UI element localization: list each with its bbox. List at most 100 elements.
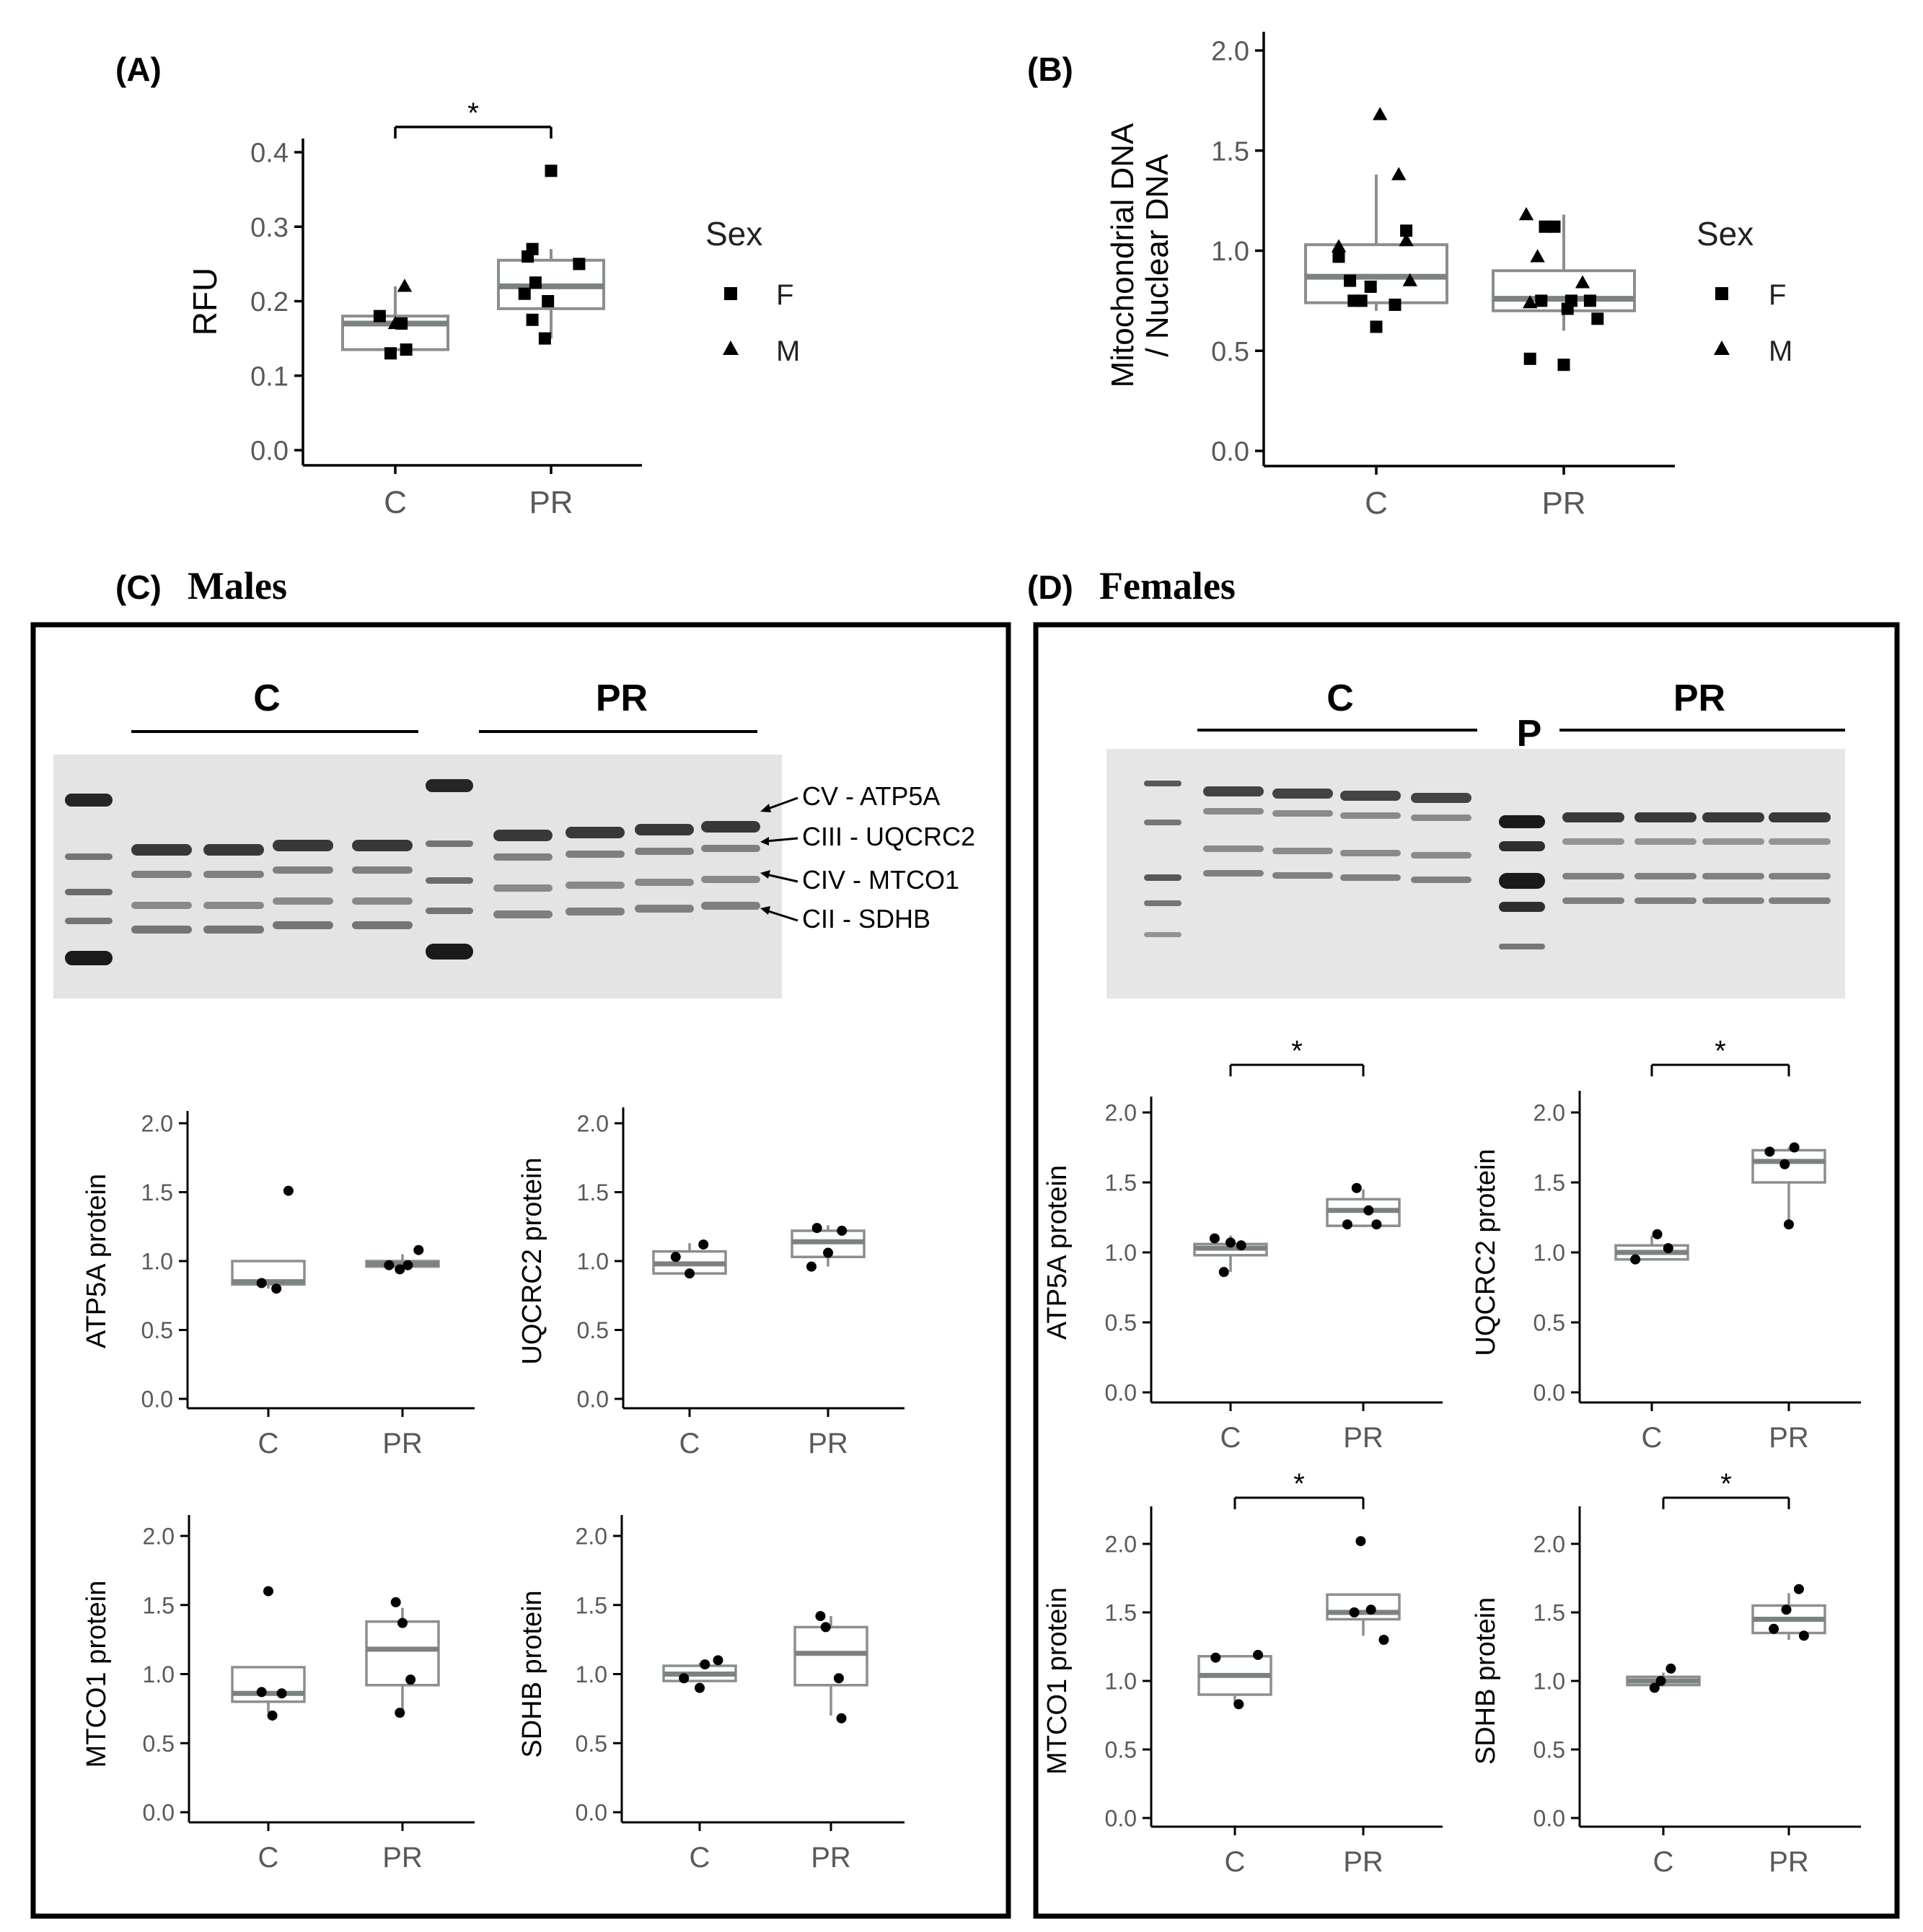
blot-females-ladder-left-band-4 xyxy=(1144,932,1181,937)
chart-c-mtco1-box-PR xyxy=(365,1620,440,1687)
chart-c-sdhb-xtick-label-1: PR xyxy=(811,1842,851,1874)
chart-b-point-14 xyxy=(1535,294,1548,307)
blot-males-ladder-left-band-3 xyxy=(65,918,113,924)
chart-d-mtco1-xtick-label-1: PR xyxy=(1343,1846,1383,1878)
chart-a-point-4 xyxy=(387,315,403,330)
chart-c-atp5a-ytick-label-1: 0.5 xyxy=(141,1317,173,1343)
chart-d-sdhb-ytick-label-3: 1.5 xyxy=(1533,1600,1565,1626)
chart-c-mtco1-point-4 xyxy=(390,1597,401,1607)
chart-d-atp5a-point-1 xyxy=(1225,1237,1236,1248)
blot-females-c-lane-2-band-1 xyxy=(1340,812,1401,819)
chart-b-point-12 xyxy=(1373,107,1388,120)
chart-c-sdhb-point-7 xyxy=(836,1713,847,1724)
chart-c-mtco1-xtick-label-1: PR xyxy=(382,1842,423,1874)
chart-d-atp5a-sig-star: * xyxy=(1291,1035,1303,1067)
chart-c-uqcrc2-xtick-label-1: PR xyxy=(808,1428,848,1459)
chart-c-sdhb-point-5 xyxy=(820,1622,831,1633)
chart-a-point-0 xyxy=(373,309,386,322)
blot-males-c-lane-3-band-2 xyxy=(352,897,413,905)
legend-b-title: Sex xyxy=(1697,215,1753,253)
chart-d-uqcrc2-xtick-label-0: C xyxy=(1642,1422,1663,1454)
chart-a-point-10 xyxy=(526,313,539,326)
chart-males-sdhb: 0.0 0.5 1.0 1.5 2.0 C PR SDHB protein xyxy=(517,1515,905,1874)
chart-c-mtco1-ytick-label-1: 0.5 xyxy=(143,1731,175,1757)
blot-males-bands xyxy=(65,779,760,965)
blot-females-ladder-label: P xyxy=(1517,713,1542,755)
chart-d-sdhb-xtick-label-1: PR xyxy=(1769,1846,1809,1878)
chart-a-point-12 xyxy=(542,295,555,307)
chart-females-sdhb: 0.0 0.5 1.0 1.5 2.0 C PR SDHB protein * xyxy=(1471,1468,1861,1878)
chart-d-atp5a-point-0 xyxy=(1209,1233,1220,1244)
chart-b-ylabel-line1: Mitochondrial DNA xyxy=(1105,123,1140,387)
chart-a-xtick-label-1: PR xyxy=(529,485,573,520)
blot-females-c-lane-3-band-2 xyxy=(1411,852,1471,859)
blot-females-pr-lane-2-band-3 xyxy=(1702,897,1764,904)
blot-males-band-labels: CV - ATP5A CIII - UQCRC2 CIV - MTCO1 CII… xyxy=(760,781,975,934)
chart-d-mtco1-ytick-label-3: 1.5 xyxy=(1105,1600,1137,1626)
chart-c-mtco1-box-C xyxy=(231,1666,306,1703)
chart-d-mtco1-point-1 xyxy=(1233,1699,1244,1710)
blot-females-pr-lane-1-band-2 xyxy=(1634,873,1697,879)
chart-b-mtdna: 0.0 0.5 1.0 1.5 2.0 C PR Mitochondrial DNA / Nuc… xyxy=(1105,32,1675,521)
legend-a-f-label: F xyxy=(776,279,793,311)
chart-females-uqcrc2: 0.0 0.5 1.0 1.5 2.0 C PR UQCRC2 protein * xyxy=(1471,1035,1861,1454)
chart-d-sdhb-point-1 xyxy=(1655,1676,1666,1686)
chart-d-atp5a-xtick-label-0: C xyxy=(1220,1422,1241,1454)
chart-d-uqcrc2-sig-star: * xyxy=(1715,1035,1726,1067)
blot-females-group-pr: PR xyxy=(1673,677,1725,719)
chart-d-atp5a-xtick-label-1: PR xyxy=(1343,1422,1383,1454)
panel-c-frame xyxy=(30,622,1011,1919)
chart-c-atp5a-point-4 xyxy=(395,1264,405,1275)
chart-d-sdhb-ytick-label-4: 2.0 xyxy=(1533,1532,1565,1558)
chart-d-uqcrc2-point-1 xyxy=(1652,1229,1663,1239)
chart-d-mtco1-point-6 xyxy=(1378,1635,1389,1645)
chart-c-mtco1-point-0 xyxy=(256,1687,267,1698)
chart-d-mtco1-xtick-label-0: C xyxy=(1225,1846,1246,1878)
blot-males-pr-lane-2-band-2 xyxy=(635,879,694,886)
legend-a-triangle xyxy=(723,341,739,355)
panel-d-title: Females xyxy=(1099,564,1236,607)
blot-males-c-lane-0-band-1 xyxy=(131,871,192,878)
chart-b-ytick-label-0: 0.0 xyxy=(1211,437,1249,467)
chart-c-sdhb-point-4 xyxy=(815,1611,826,1622)
blot-females-ladder-left-band-2 xyxy=(1144,874,1181,881)
chart-c-uqcrc2-ytick-label-4: 2.0 xyxy=(577,1111,609,1137)
blot-males-pr-lane-1-band-2 xyxy=(566,882,625,889)
chart-a-sig-star: * xyxy=(467,97,479,129)
blot-males-pr-lane-0-band-2 xyxy=(493,884,553,892)
blot-females-pr-lane-2-band-2 xyxy=(1702,873,1764,879)
blot-females-c-lane-3-band-0 xyxy=(1411,793,1471,803)
panel-b-letter: (B) xyxy=(1027,51,1073,88)
blot-males-c-lane-2-band-1 xyxy=(273,866,333,874)
chart-d-sdhb-ytick-label-2: 1.0 xyxy=(1533,1669,1565,1695)
blot-females: C P PR xyxy=(1106,677,1845,998)
chart-b-point-22 xyxy=(1518,207,1534,221)
chart-b-point-8 xyxy=(1331,239,1347,253)
blot-males-pr-lane-3-band-2 xyxy=(701,876,760,883)
blot-females-c-lane-1-band-3 xyxy=(1272,872,1333,879)
blot-males-pr-lane-3-band-1 xyxy=(701,845,760,852)
chart-c-sdhb-ylabel: SDHB protein xyxy=(517,1590,547,1757)
blot-females-ladder-left-band-1 xyxy=(1144,820,1181,825)
chart-b-ytick-label-2: 1.0 xyxy=(1211,237,1249,267)
chart-d-atp5a-point-4 xyxy=(1351,1182,1362,1193)
blot-males-c-lane-0-band-0 xyxy=(131,844,192,856)
panel-c-title: Males xyxy=(188,564,287,607)
chart-d-mtco1-ytick-label-0: 0.0 xyxy=(1105,1806,1137,1832)
chart-a-ytick-label-3: 0.3 xyxy=(250,213,289,243)
band-arrow-sdhb xyxy=(765,909,798,922)
chart-d-uqcrc2-ytick-label-1: 0.5 xyxy=(1533,1310,1565,1336)
chart-d-sdhb-point-5 xyxy=(1793,1584,1804,1594)
chart-d-atp5a-ytick-label-4: 2.0 xyxy=(1105,1100,1137,1126)
chart-d-sdhb-ytick-label-0: 0.0 xyxy=(1533,1806,1565,1832)
band-arrowhead-mtco1 xyxy=(760,870,770,879)
chart-males-atp5a: 0.0 0.5 1.0 1.5 2.0 C PR ATP5A protein xyxy=(82,1111,475,1459)
chart-a-point-8 xyxy=(526,242,539,255)
chart-b-point-9 xyxy=(1402,273,1417,286)
blot-females-c-lane-1-band-1 xyxy=(1272,810,1333,817)
chart-d-mtco1-ylabel: MTCO1 protein xyxy=(1042,1587,1073,1775)
blot-males-c-lane-3-band-1 xyxy=(352,866,413,874)
chart-a-point-9 xyxy=(529,276,542,289)
blot-females-c-lane-3-band-3 xyxy=(1411,877,1471,883)
chart-c-atp5a-xtick-label-0: C xyxy=(258,1428,279,1459)
